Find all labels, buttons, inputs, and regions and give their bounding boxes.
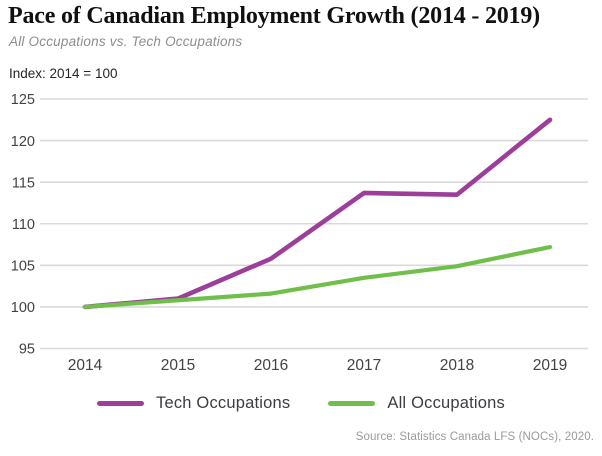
y-tick-label: 120 — [11, 134, 35, 150]
tech-occupations-swatch — [97, 401, 144, 406]
x-tick-label: 2016 — [254, 357, 288, 374]
x-tick-label: 2017 — [347, 357, 381, 374]
y-tick-label: 115 — [12, 175, 35, 191]
legend-item-tech-occupations: Tech Occupations — [97, 394, 290, 413]
y-tick-label: 100 — [11, 300, 35, 316]
y-tick-label: 105 — [11, 259, 35, 275]
y-tick-label: 110 — [12, 217, 35, 233]
page-title: Pace of Canadian Employment Growth (2014… — [8, 3, 540, 29]
source-note: Source: Statistics Canada LFS (NOCs), 20… — [355, 431, 594, 443]
line-chart: 95 100 105 110 115 120 125 2014 2015 2016 2017 2018… — [11, 92, 588, 374]
chart-area: 95 100 105 110 115 120 125 2014 2015 2016 2017 2018… — [0, 90, 602, 390]
x-tick-label: 2015 — [161, 357, 195, 374]
x-tick-label: 2014 — [68, 357, 103, 374]
all-occupations-line — [82, 244, 553, 310]
y-tick-label: 125 — [11, 92, 35, 108]
legend-item-all-occupations: All Occupations — [328, 394, 505, 413]
page-subtitle: All Occupations vs. Tech Occupations — [9, 34, 243, 49]
all-occupations-swatch — [328, 401, 376, 406]
x-tick-label: 2019 — [533, 357, 567, 374]
y-tick-label: 95 — [19, 342, 35, 358]
legend-label: All Occupations — [387, 394, 505, 412]
x-tick-label: 2018 — [440, 357, 474, 374]
chart-legend: Tech Occupations All Occupations — [0, 394, 602, 413]
legend-label: Tech Occupations — [156, 394, 291, 412]
tech-occupations-line — [82, 117, 553, 310]
index-note: Index: 2014 = 100 — [9, 66, 118, 81]
